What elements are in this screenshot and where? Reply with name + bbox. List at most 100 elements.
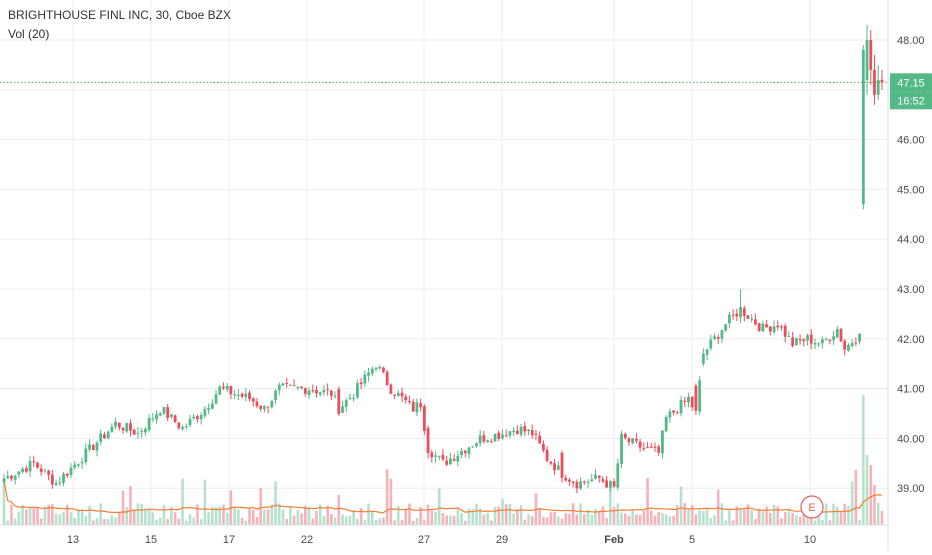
volume-bar — [560, 518, 564, 525]
volume-bar — [344, 516, 348, 525]
candle — [356, 379, 359, 400]
candle-body — [835, 329, 839, 338]
volume-bar — [605, 518, 608, 525]
volume-bar — [170, 507, 173, 525]
volume-bar — [274, 481, 277, 525]
candle-body — [865, 40, 869, 80]
candle-body — [542, 443, 545, 451]
candle — [824, 337, 828, 341]
volume-bar — [817, 516, 820, 525]
candle-body — [210, 403, 214, 409]
candle-body — [326, 389, 330, 391]
candle — [854, 337, 858, 347]
candle — [791, 331, 795, 348]
candle-body — [750, 318, 754, 320]
price-tick-label: 41.00 — [897, 384, 925, 396]
volume-bar — [359, 508, 363, 525]
volume-bar — [363, 519, 367, 525]
candle-body — [527, 429, 530, 431]
time-tick-label: 27 — [418, 534, 430, 546]
price-tick-label: 44.00 — [897, 234, 925, 246]
volume-bar — [181, 478, 184, 525]
candle-body — [672, 410, 675, 413]
volume-bar — [508, 504, 512, 525]
candle-body — [39, 468, 43, 473]
candle — [527, 428, 530, 436]
volume-bar — [28, 507, 32, 525]
volume-bar — [378, 518, 382, 525]
candle-body — [493, 433, 497, 442]
volume-bar — [196, 504, 199, 525]
candle — [542, 440, 545, 453]
volume-bar — [129, 486, 132, 525]
volume-bar — [858, 519, 861, 525]
candle-body — [832, 336, 835, 341]
volume-bar — [437, 488, 441, 525]
candle — [661, 429, 664, 459]
volume-bar — [586, 509, 590, 525]
candle — [251, 397, 255, 407]
volume-bar — [225, 512, 229, 525]
candle-body — [467, 447, 471, 454]
volume-bar — [311, 518, 315, 525]
candle — [839, 328, 843, 342]
volume-bar — [207, 512, 210, 525]
candle-body — [333, 396, 337, 398]
volume-bar — [843, 503, 847, 525]
volume-bar — [192, 517, 196, 525]
volume-bar — [322, 515, 326, 525]
candle-body — [809, 334, 813, 344]
candle — [426, 425, 430, 459]
volume-bar — [385, 469, 389, 525]
volume-bar — [296, 510, 300, 525]
candle-body — [482, 435, 486, 442]
candle-body — [80, 462, 84, 464]
candle — [776, 320, 780, 331]
volume-bar — [638, 514, 642, 525]
candle — [728, 311, 731, 329]
candle-body — [240, 393, 244, 397]
volume-bar — [114, 517, 117, 525]
candle — [385, 369, 389, 386]
candle — [635, 433, 638, 444]
candle — [482, 430, 486, 444]
volume-bar — [147, 508, 151, 525]
candle — [170, 413, 173, 420]
candle-body — [806, 335, 809, 341]
earnings-marker-icon[interactable] — [800, 495, 824, 519]
volume-bar — [698, 510, 701, 525]
candle — [597, 475, 601, 483]
candle-body — [65, 473, 69, 476]
candle-body — [32, 461, 36, 463]
candle-body — [876, 79, 880, 95]
candle — [705, 348, 709, 361]
volume-bar — [571, 503, 575, 525]
candle-body — [873, 69, 876, 95]
candle-body — [657, 446, 661, 453]
volume-bar — [765, 506, 768, 525]
volume-bar — [199, 519, 203, 525]
candle-body — [545, 449, 549, 461]
volume-bar — [720, 503, 724, 525]
volume-bar — [411, 520, 415, 525]
candle-body — [880, 79, 884, 83]
candle — [318, 391, 322, 397]
candle-body — [735, 313, 739, 317]
candle-body — [318, 392, 322, 395]
candle — [333, 391, 337, 399]
candle-body — [84, 448, 88, 463]
volume-bar — [36, 507, 39, 525]
candle — [430, 450, 434, 463]
candle-body — [337, 389, 341, 414]
candle — [289, 384, 292, 387]
volume-bar — [277, 503, 281, 525]
candle — [575, 479, 579, 494]
candle — [720, 329, 724, 343]
volume-bars — [2, 395, 884, 525]
candle-body — [847, 344, 850, 351]
candle — [627, 436, 631, 446]
candle — [787, 331, 791, 338]
candle — [248, 390, 251, 402]
